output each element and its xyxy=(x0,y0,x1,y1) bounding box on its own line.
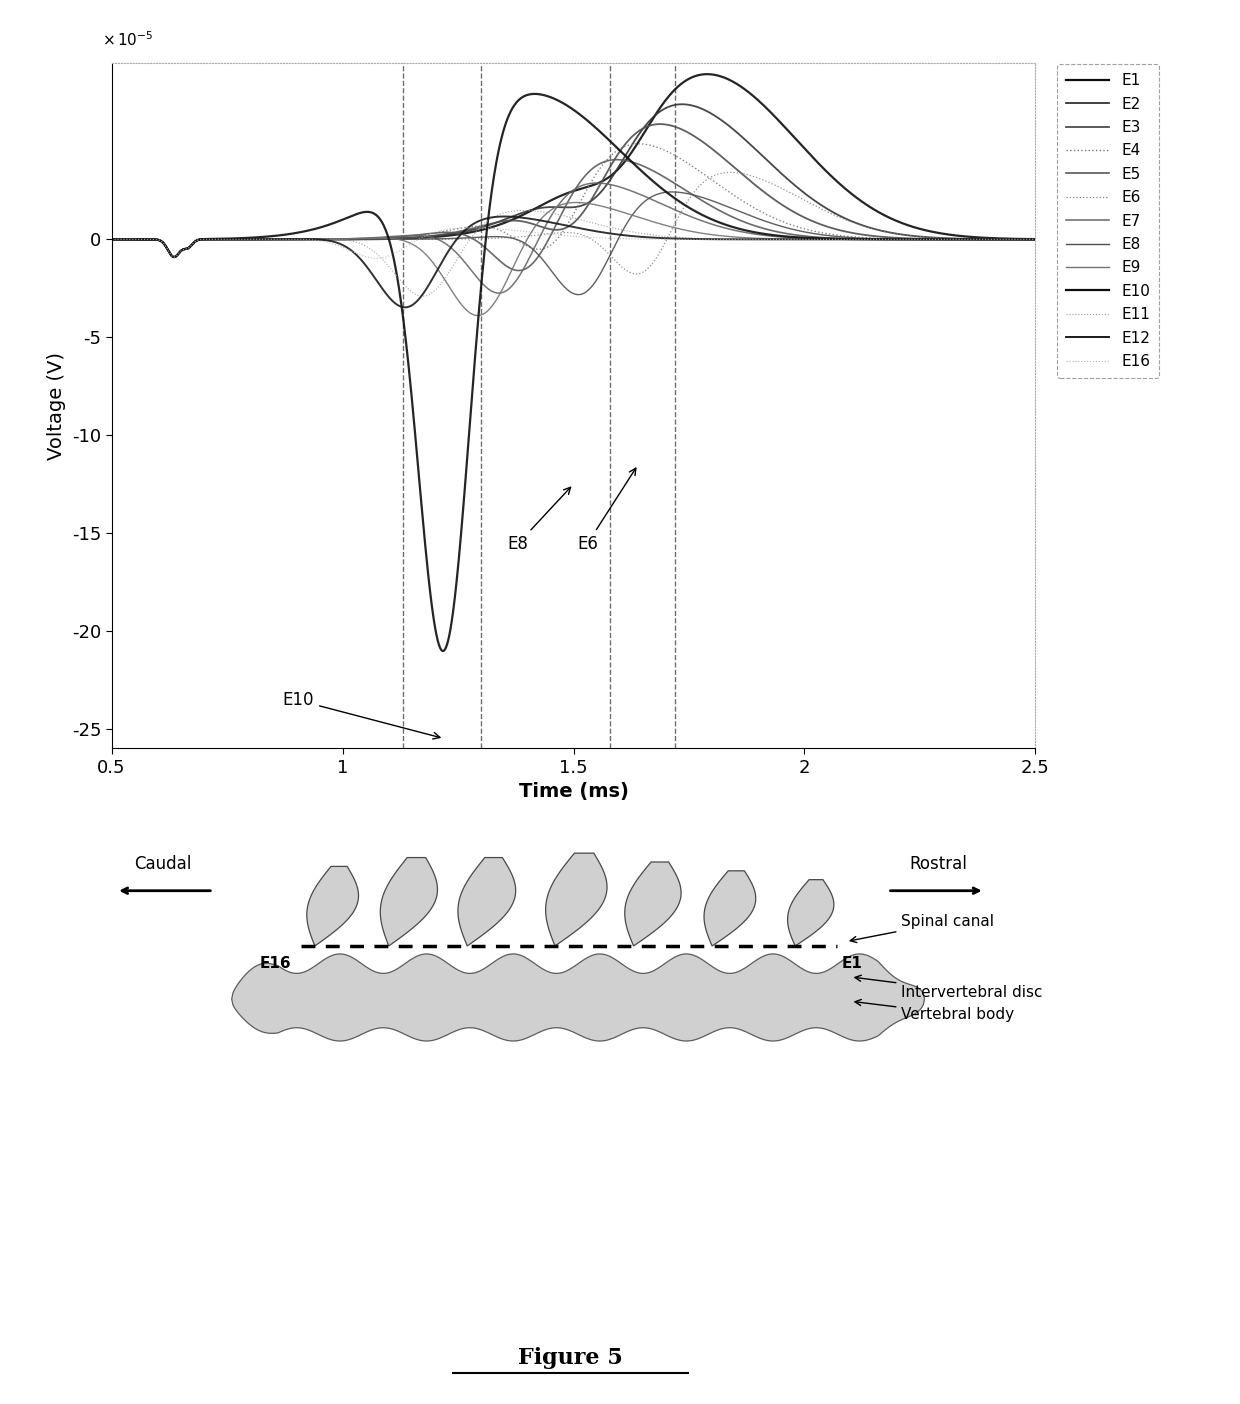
Text: Spinal canal: Spinal canal xyxy=(851,914,994,942)
X-axis label: Time (ms): Time (ms) xyxy=(518,782,629,802)
Legend: E1, E2, E3, E4, E5, E6, E7, E8, E9, E10, E11, E12, E16: E1, E2, E3, E4, E5, E6, E7, E8, E9, E10,… xyxy=(1056,65,1159,378)
Polygon shape xyxy=(625,862,681,946)
Text: Rostral: Rostral xyxy=(909,855,967,873)
Polygon shape xyxy=(458,858,516,946)
Text: E16: E16 xyxy=(260,956,291,970)
Polygon shape xyxy=(704,870,755,946)
Y-axis label: Voltage (V): Voltage (V) xyxy=(47,352,66,459)
Text: E10: E10 xyxy=(283,691,440,739)
Polygon shape xyxy=(546,854,608,946)
Text: E6: E6 xyxy=(577,468,636,553)
Polygon shape xyxy=(381,858,438,946)
Text: Caudal: Caudal xyxy=(134,855,191,873)
Polygon shape xyxy=(232,953,925,1040)
Text: Figure 5: Figure 5 xyxy=(518,1346,622,1369)
Text: Intervertebral disc: Intervertebral disc xyxy=(854,976,1043,1000)
Text: Vertebral body: Vertebral body xyxy=(854,1000,1014,1022)
Polygon shape xyxy=(787,880,833,946)
Polygon shape xyxy=(306,866,358,946)
Text: $\times\,10^{-5}$: $\times\,10^{-5}$ xyxy=(103,31,154,49)
Text: E8: E8 xyxy=(507,487,570,553)
Text: E1: E1 xyxy=(842,956,862,970)
